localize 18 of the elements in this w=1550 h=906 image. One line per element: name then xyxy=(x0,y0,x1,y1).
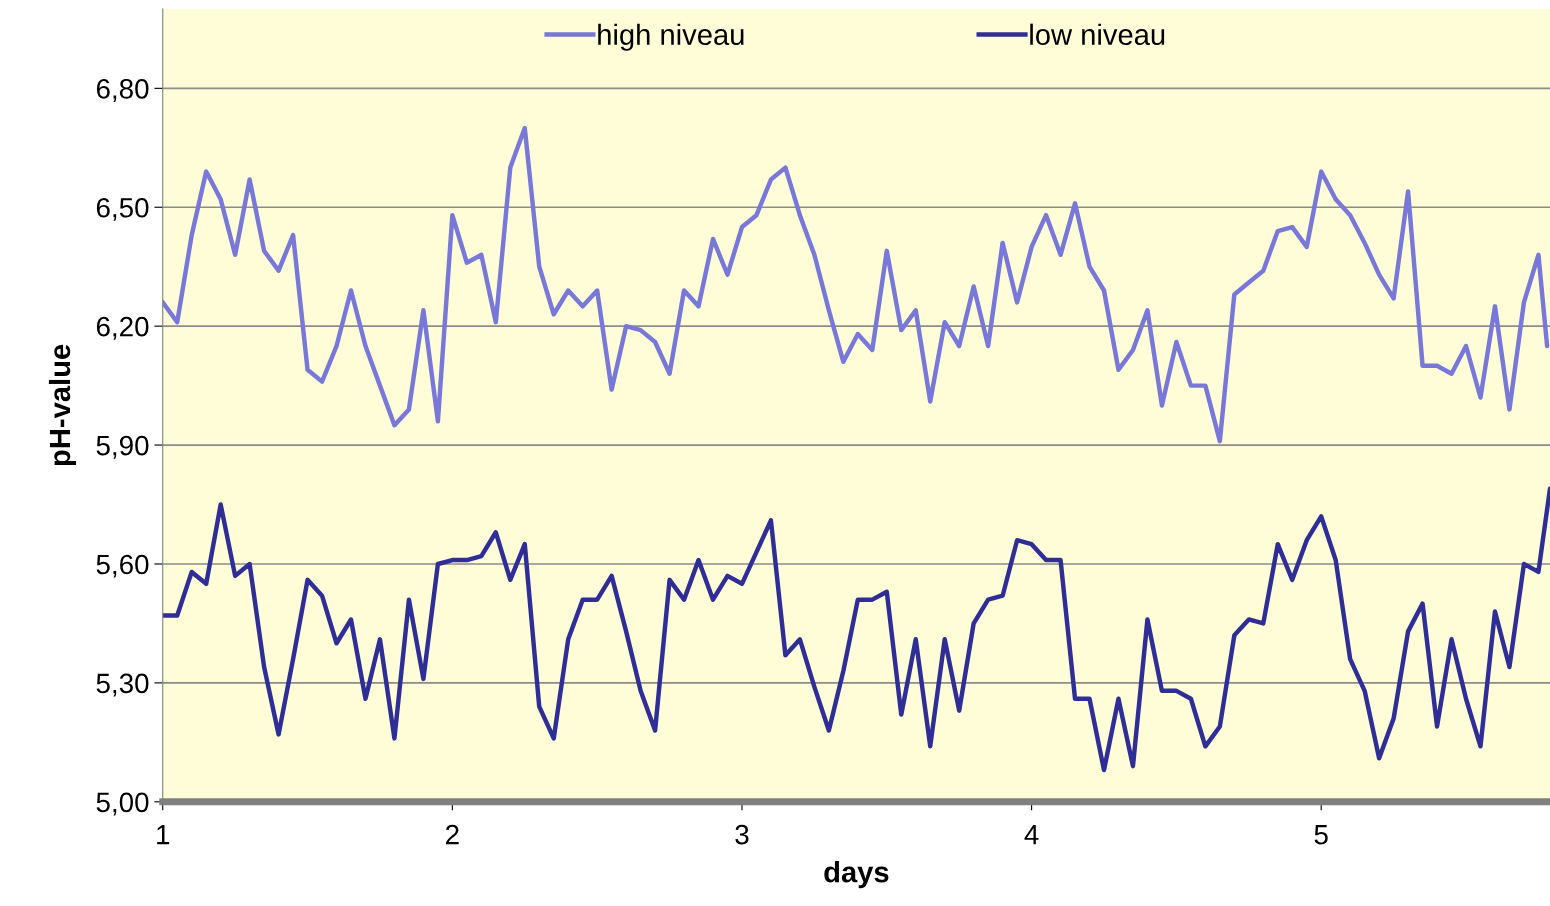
legend-label: low niveau xyxy=(1030,23,1165,46)
x-tick-label: 3 xyxy=(735,824,749,845)
line-series xyxy=(162,125,1550,444)
y-tick-label: 5,30 xyxy=(96,673,149,697)
y-axis-title: pH-value xyxy=(48,344,77,466)
x-axis-title: days xyxy=(824,861,889,889)
x-tick-label: 4 xyxy=(1024,825,1039,845)
y-tick-label: 6,80 xyxy=(96,79,149,102)
x-tick-label: 5 xyxy=(1314,825,1328,845)
y-tick-label: 5,90 xyxy=(96,435,149,459)
y-tick-label: 6,50 xyxy=(96,197,149,221)
x-tick-label: 1 xyxy=(157,825,170,845)
y-tick-label: 5,00 xyxy=(96,792,149,816)
legend-label: high niveau xyxy=(598,23,744,51)
y-tick-label: 5,60 xyxy=(96,554,149,578)
x-tick-label: 2 xyxy=(446,824,459,845)
line-series xyxy=(162,486,1550,773)
y-tick-label: 6,20 xyxy=(96,316,149,340)
